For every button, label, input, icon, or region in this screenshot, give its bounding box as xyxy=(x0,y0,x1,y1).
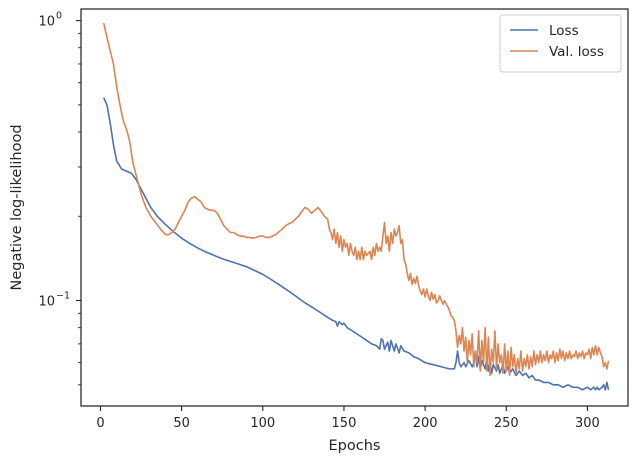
y-tick-label-base: 10 xyxy=(38,15,55,30)
legend-label: Loss xyxy=(549,23,579,39)
x-axis-label: Epochs xyxy=(329,438,381,454)
x-tick-label: 150 xyxy=(332,416,357,431)
x-axis: 0 50 100 150 200 250 300 xyxy=(96,406,600,431)
x-tick-label: 50 xyxy=(173,416,190,431)
x-tick-label: 100 xyxy=(250,416,275,431)
plot-background xyxy=(81,9,628,406)
y-tick-label-exponent: 0 xyxy=(56,11,62,22)
y-tick-label-base: 10 xyxy=(38,295,55,310)
series-line-val-loss xyxy=(102,22,610,377)
legend-label: Val. loss xyxy=(549,44,604,60)
plot-frame xyxy=(80,8,629,407)
legend: Loss Val. loss xyxy=(499,14,622,73)
x-tick-label: 200 xyxy=(413,416,438,431)
series-lines xyxy=(102,22,610,391)
series-line-loss xyxy=(102,97,610,391)
x-tick-label: 300 xyxy=(575,416,600,431)
y-tick-label-exponent: −1 xyxy=(56,291,70,302)
y-axis-label: Negative log-likelihood xyxy=(9,124,25,290)
x-tick-label: 250 xyxy=(494,416,519,431)
x-tick-label: 0 xyxy=(96,416,104,431)
